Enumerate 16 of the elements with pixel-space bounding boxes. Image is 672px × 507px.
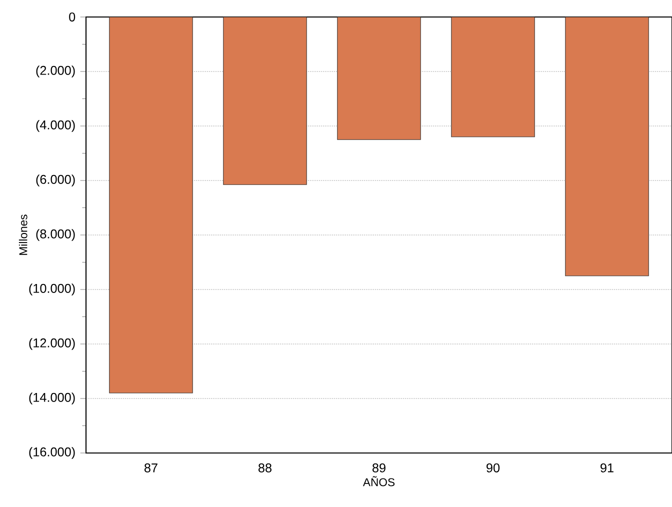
y-tick-label: (10.000)	[29, 284, 75, 296]
x-tick-label: 87	[144, 463, 158, 472]
y-tick-label: (2.000)	[36, 66, 75, 78]
y-tick-label: (12.000)	[29, 338, 75, 350]
y-tick-label: (16.000)	[29, 447, 75, 459]
x-tick-label: 89	[372, 463, 386, 472]
x-tick-label: 91	[600, 463, 614, 472]
y-tick-label: (4.000)	[36, 120, 75, 132]
y-tick-label: (14.000)	[29, 392, 75, 404]
x-tick-label: 90	[486, 463, 500, 472]
y-axis-title: Millones	[18, 214, 28, 255]
x-tick-label: 88	[258, 463, 272, 472]
y-tick-label: 0	[69, 12, 76, 22]
x-axis-title: AÑOS	[362, 476, 395, 486]
y-tick-label: (6.000)	[36, 174, 75, 186]
y-tick-label: (8.000)	[36, 229, 75, 241]
